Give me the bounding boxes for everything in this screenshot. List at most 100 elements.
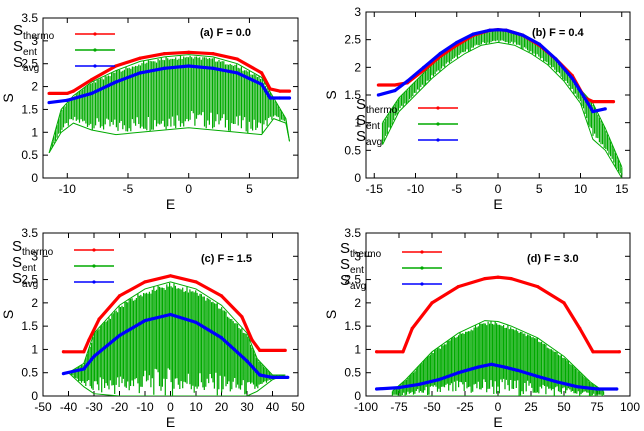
legend-marker-ent-b — [436, 122, 440, 126]
data-point-d — [595, 387, 599, 391]
series-avg-c — [61, 312, 290, 379]
series-avg-b — [376, 28, 607, 114]
series-ent-d — [391, 320, 605, 396]
y-tick-label-c: 0 — [31, 389, 38, 403]
data-point-d — [483, 277, 487, 281]
data-point-d — [516, 368, 520, 372]
data-point-d — [509, 277, 513, 281]
band-upper-a — [48, 54, 290, 154]
data-point-a — [187, 50, 191, 54]
y-tick-label-d: 2.5 — [344, 273, 361, 287]
band-upper-c — [68, 281, 286, 376]
x-tick-label-c: 30 — [240, 400, 254, 414]
data-point-d — [476, 365, 480, 369]
data-point-d — [562, 301, 566, 305]
data-point-a — [259, 71, 264, 75]
series-thermo-a — [47, 50, 292, 96]
data-point-c — [194, 280, 198, 284]
data-point-d — [374, 387, 379, 391]
data-point-d — [496, 275, 500, 279]
y-tick-label-a: 1 — [31, 125, 38, 139]
panel-b: -15 -10 -5 0 5 10 15 0 0.5 1 1.5 2 2.5 3 E S (b) F = 0.4… — [323, 5, 631, 212]
data-point-c — [82, 350, 86, 354]
x-tick-label-b: 15 — [615, 182, 629, 196]
band-lower-c — [68, 372, 286, 396]
data-point-a — [235, 71, 239, 75]
x-tick-label-a: -10 — [59, 182, 77, 196]
data-point-a — [187, 64, 191, 68]
y-tick-label-b: 0 — [354, 171, 361, 185]
x-tick-label-d: 25 — [524, 400, 538, 414]
data-point-c — [219, 336, 224, 340]
data-point-b — [554, 57, 558, 61]
y-tick-label-d: 2 — [354, 296, 361, 310]
data-point-a — [114, 64, 118, 68]
y-axis-label-b: S — [323, 90, 339, 99]
legend-marker-thermo-d — [420, 250, 424, 254]
data-point-b — [591, 110, 595, 114]
data-point-b — [591, 100, 595, 104]
band-lower-a — [48, 118, 290, 154]
data-point-d — [401, 350, 405, 354]
x-tick-label-c: -50 — [34, 400, 52, 414]
data-point-d — [575, 385, 579, 389]
x-tick-label-c: -20 — [111, 400, 129, 414]
y-axis-label-d: S — [323, 310, 339, 319]
x-tick-label-b: -15 — [366, 182, 384, 196]
data-point-a — [278, 96, 282, 100]
data-point-b — [570, 76, 574, 80]
series-line-a — [49, 50, 290, 95]
data-point-d — [456, 371, 460, 375]
panel-c: -50 -40 -30 -20 -10 0 10 20 30 40 50 0 0.5 1 1.5 2 2.5 3 3… — [0, 226, 305, 430]
data-point-c — [283, 348, 287, 352]
data-point-c — [117, 294, 122, 298]
plot-area-b — [376, 28, 623, 178]
plot-area-d — [374, 275, 622, 396]
x-tick-label-c: -10 — [136, 400, 154, 414]
data-point-d — [397, 386, 401, 390]
legend-marker-avg-c — [92, 280, 96, 284]
panel-annotation-d: (d) F = 3.0 — [527, 253, 579, 265]
data-point-c — [245, 359, 249, 363]
data-point-b — [488, 28, 492, 32]
band-lower-b — [382, 41, 623, 178]
y-axis-label-c: S — [0, 310, 16, 319]
x-tick-label-d: -75 — [390, 400, 408, 414]
data-point-d — [591, 350, 595, 354]
y-tick-label-c: 3 — [31, 249, 38, 263]
data-point-c — [117, 333, 122, 338]
x-tick-label-b: -10 — [407, 182, 425, 196]
data-point-d — [536, 284, 540, 289]
x-tick-label-c: -40 — [60, 400, 78, 414]
data-point-a — [47, 100, 51, 105]
data-point-b — [393, 88, 397, 93]
y-tick-label-d: 3.5 — [344, 226, 361, 240]
data-point-a — [235, 57, 239, 61]
data-point-a — [138, 56, 142, 60]
y-tick-label-d: 0 — [354, 389, 361, 403]
x-tick-label-d: -25 — [456, 400, 474, 414]
series-thermo-c — [61, 274, 287, 354]
data-point-a — [278, 89, 282, 93]
data-point-b — [422, 65, 426, 69]
x-axis-label-d: E — [493, 414, 502, 430]
series-line-d — [376, 362, 617, 391]
legend-marker-avg-d — [420, 282, 424, 286]
y-tick-label-c: 2 — [31, 296, 38, 310]
data-point-c — [258, 348, 262, 352]
data-point-a — [268, 87, 272, 91]
data-point-b — [537, 42, 541, 46]
data-point-a — [259, 82, 264, 86]
legend-marker-thermo-c — [92, 248, 96, 252]
data-point-c — [61, 350, 65, 354]
x-tick-label-a: 0 — [185, 182, 192, 196]
x-tick-label-d: 0 — [495, 400, 502, 414]
data-point-a — [162, 66, 167, 70]
x-tick-label-d: -100 — [354, 400, 378, 414]
data-point-c — [240, 315, 244, 319]
data-point-a — [47, 91, 51, 96]
y-tick-label-b: 2.5 — [344, 33, 361, 47]
